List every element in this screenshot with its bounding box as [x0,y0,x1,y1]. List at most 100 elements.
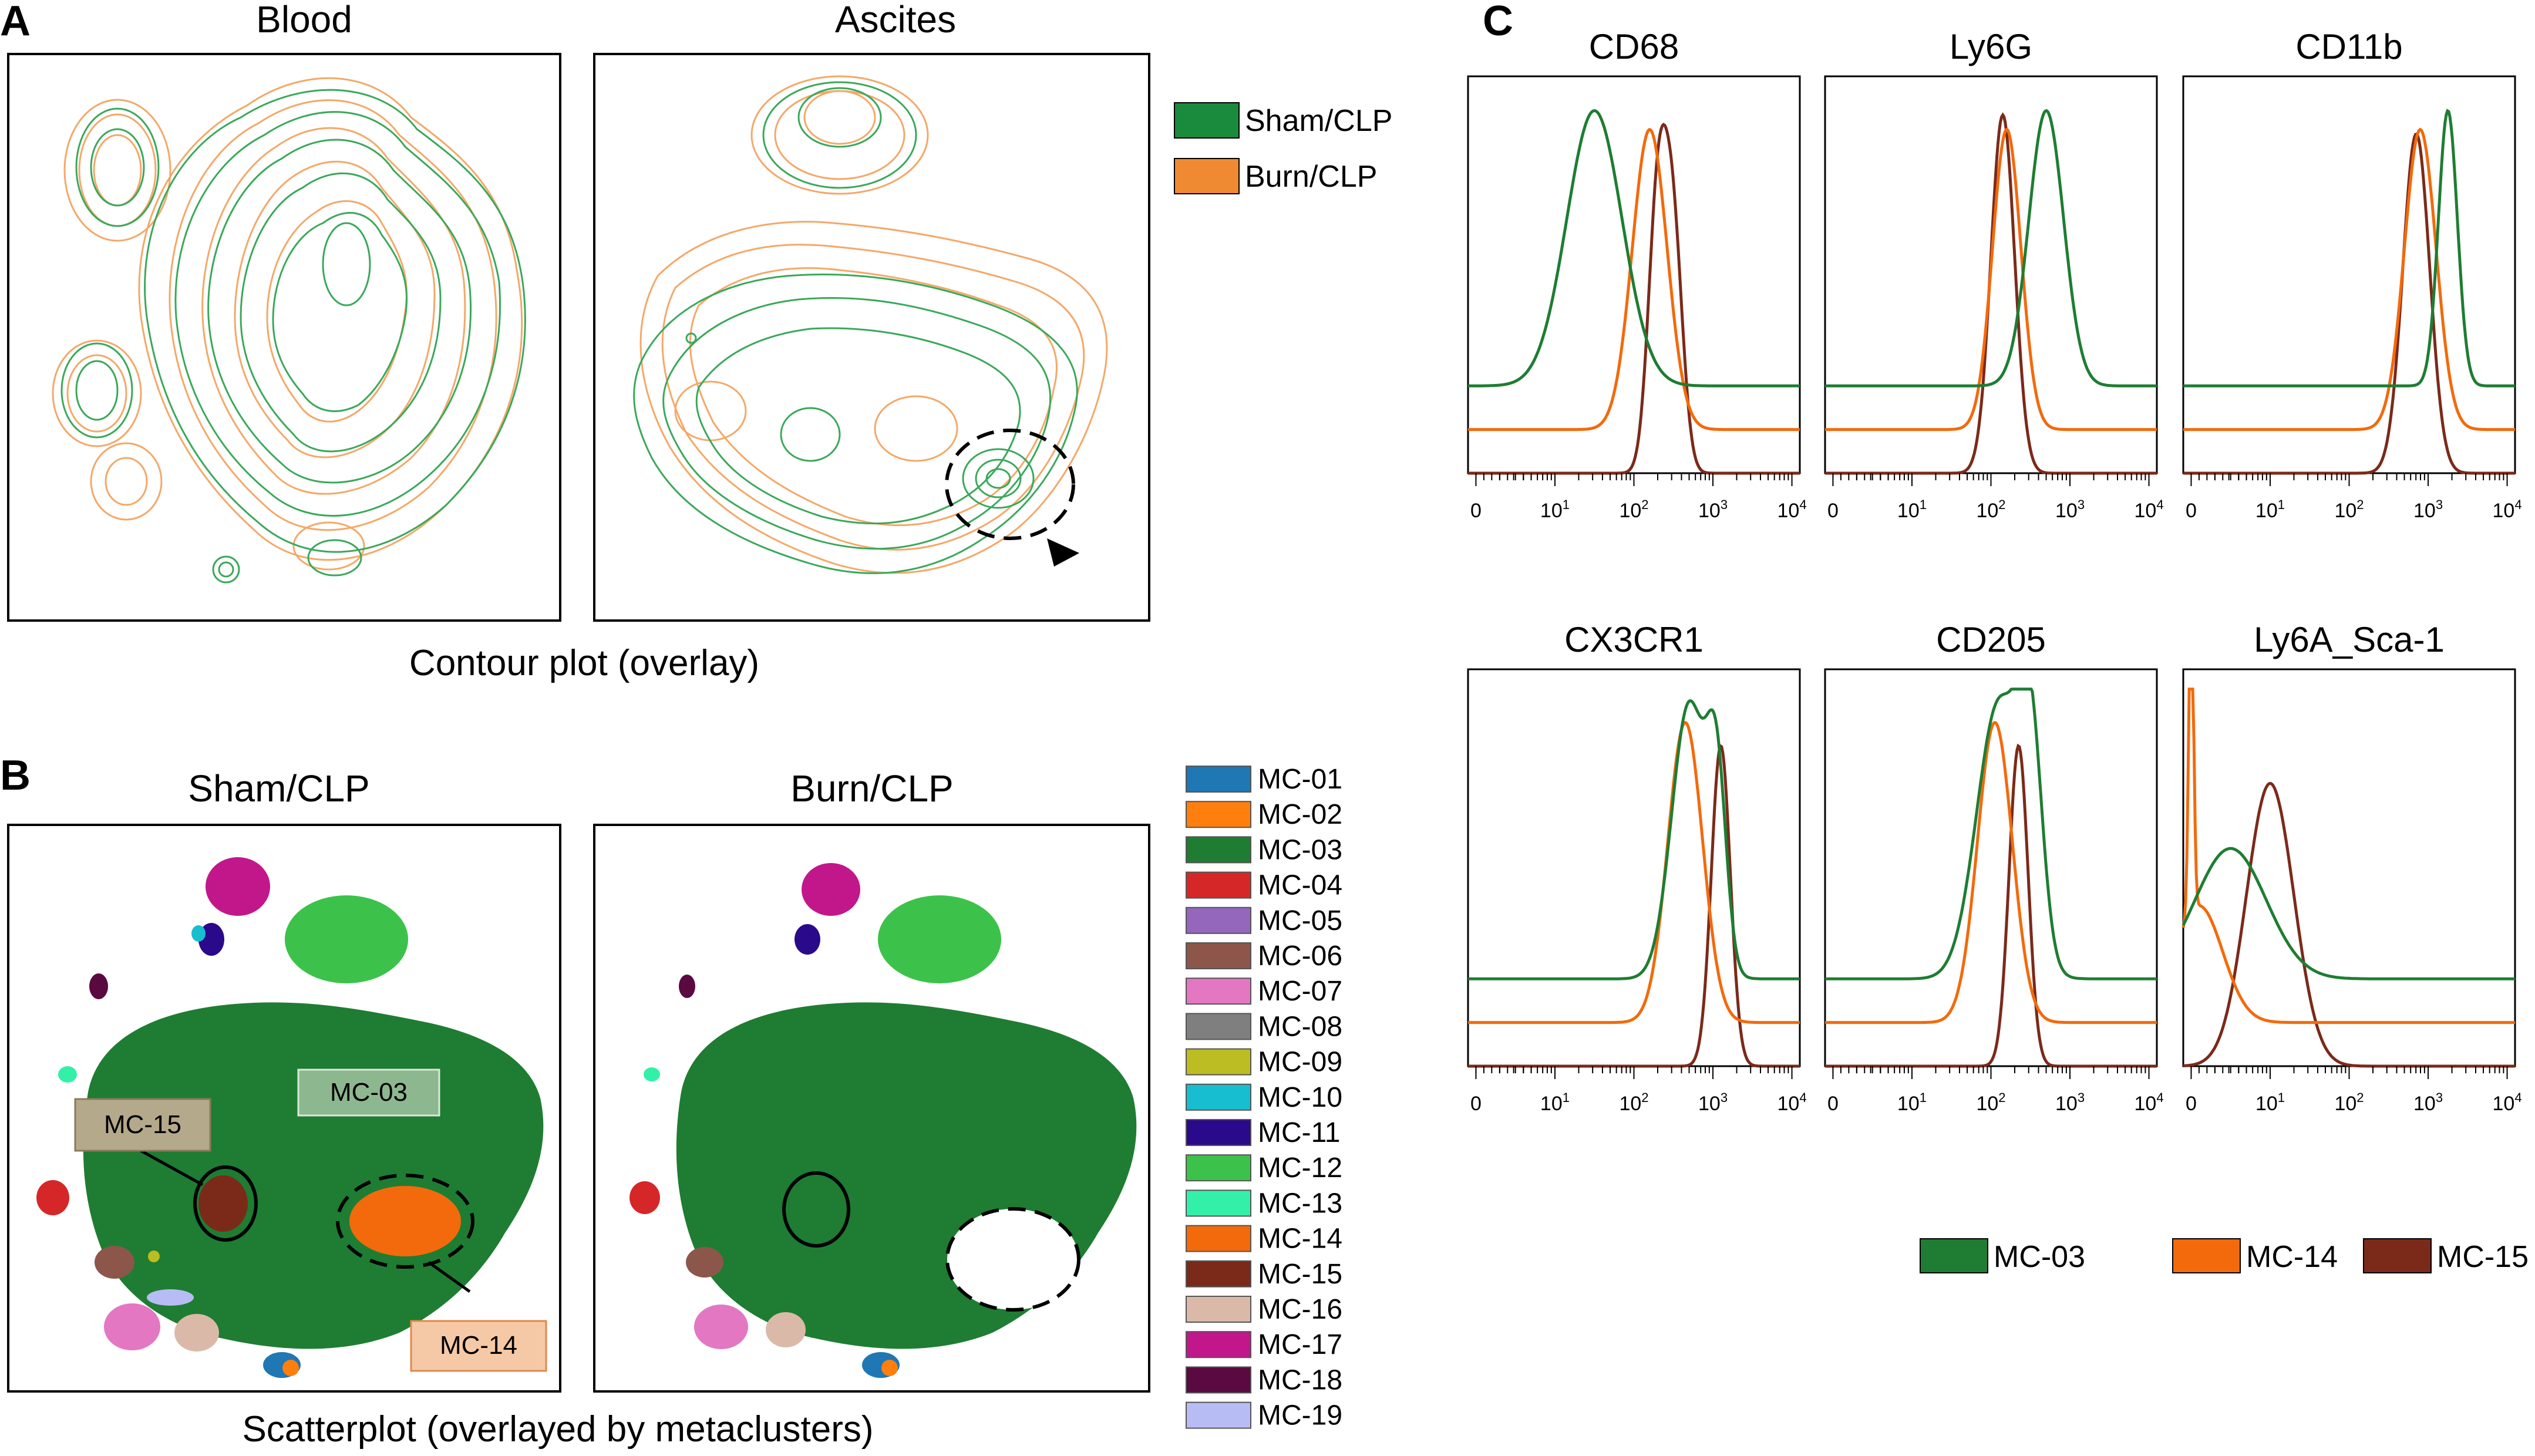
x-tick-label: 0 [1827,500,1839,522]
x-tick-label: 103 [1698,1090,1728,1115]
series-line-mc-15 [2183,781,2515,1068]
series-line-mc-14 [1468,720,1800,1024]
callout-mc03-box [297,1069,440,1117]
legend-label-mc-08: MC-08 [1258,1011,1342,1042]
x-tick-label: 103 [2055,497,2085,522]
ascites-arrowhead [1047,538,1079,567]
ascites-sham-contours [633,81,1078,574]
x-tick-label: 103 [1698,497,1728,522]
x-tick-label: 0 [2186,500,2197,522]
x-tick-label: 102 [2334,1090,2364,1115]
legend-swatch-mc-16 [1186,1296,1251,1323]
histogram-ly6g: Ly6G 0 101 102 103 104 [1824,27,2164,522]
legend-swatch-mc-07 [1186,978,1251,1005]
sham-cluster-mc07 [104,1303,160,1350]
histogram-cd11b: CD11b 0 101 102 103 104 [2182,27,2522,522]
legend-swatch-mc-01 [1186,766,1251,793]
legend-label-mc-15: MC-15 [1258,1259,1342,1290]
legend-label-mc-19: MC-19 [1258,1400,1342,1431]
legend-swatch-mc-13 [1186,1189,1251,1217]
legend-swatch-mc-03 [1920,1238,1988,1273]
x-tick-label: 0 [1827,1093,1839,1115]
x-axis: 0 101 102 103 104 [1827,473,2164,522]
x-tick-label: 101 [1540,1090,1570,1115]
burn-cluster-mc17 [802,863,860,916]
legend-label-mc-18: MC-18 [1258,1364,1342,1396]
x-axis: 0 101 102 103 104 [1827,1066,2164,1115]
panel-label-a: A [0,0,31,45]
callout-mc03: MC-03 [330,1078,408,1107]
legend-swatch-mc-15 [2363,1238,2432,1273]
sham-cluster-mc06 [95,1246,134,1279]
panel-label-c: C [1483,0,1513,45]
burn-cluster-mc16 [766,1312,806,1347]
histogram-title: CD11b [2295,27,2402,66]
x-tick-label: 102 [1976,497,2005,522]
histogram-frame [2182,668,2516,1067]
sham-cluster-mc14 [349,1186,461,1256]
series-line-mc-03 [1825,687,2157,980]
legend-swatch-mc-12 [1186,1154,1251,1182]
series-line-mc-14 [2181,687,2515,1024]
legend-label-mc-14: MC-14 [1258,1224,1342,1255]
x-tick-label: 101 [1897,1090,1927,1115]
histogram-ly6a_sca-1: Ly6A_Sca-1 0 101 102 103 104 [2181,620,2522,1115]
legend-label-mc-09: MC-09 [1258,1047,1342,1078]
legend-label-mc-13: MC-13 [1258,1188,1342,1219]
legend-label-mc-04: MC-04 [1258,870,1342,901]
series-line-mc-14 [1825,127,2157,432]
histogram-title: Ly6G [1950,27,2032,66]
panel-a-blood-contours [52,77,526,584]
legend-swatch-mc-11 [1186,1119,1251,1146]
panel-a-caption: Contour plot (overlay) [409,643,759,683]
burn-cluster-mc18 [679,975,695,998]
legend-swatch-mc-09 [1186,1048,1251,1076]
histogram-frame [1467,668,1801,1067]
x-tick-label: 102 [1976,1090,2005,1115]
sham-mc14-leader [427,1260,471,1293]
sham-cluster-mc02 [282,1360,299,1376]
x-tick-label: 103 [2413,1090,2443,1115]
legend-label-mc-06: MC-06 [1258,941,1342,972]
burn-mc15-circle [782,1171,850,1248]
panel-c-histograms: CD68 0 101 102 103 104 Ly6G 0 101 102 103 104 CD11b 0… [1467,27,2522,1115]
histogram-title: CD205 [1936,620,2046,659]
ascites-highlight-circle [945,429,1075,540]
histogram-cd205: CD205 0 101 102 103 104 [1824,620,2164,1115]
panel-b-title-sham: Sham/CLP [188,767,369,810]
callout-mc15: MC-15 [104,1110,181,1139]
legend-label-mc-01: MC-01 [1258,764,1342,795]
legend-swatch-mc-17 [1186,1331,1251,1359]
histogram-frame [2182,75,2516,474]
burn-cluster-mc11 [794,924,820,955]
x-tick-label: 102 [2334,497,2364,522]
burn-cluster-mc02 [881,1360,898,1376]
legend-swatch-mc-08 [1186,1013,1251,1040]
panel-a-ascites-contours [633,75,1108,574]
legend-swatch-mc-18 [1186,1366,1251,1394]
x-tick-label: 101 [2255,497,2285,522]
legend-label-mc-02: MC-02 [1258,799,1342,830]
legend-swatch-mc-06 [1186,942,1251,969]
legend-label-mc-03: MC-03 [1994,1240,2085,1274]
series-line-mc-03 [2181,847,2515,980]
legend-label-mc-07: MC-07 [1258,976,1342,1007]
x-axis: 0 101 102 103 104 [2186,473,2522,522]
series-line-mc-14 [1825,720,2157,1024]
legend-swatch-mc-04 [1186,871,1251,899]
ascites-burn-contours [639,75,1108,574]
series-line-mc-14 [2183,127,2515,432]
x-tick-label: 103 [2055,1090,2085,1115]
sham-cluster-mc18 [89,973,108,999]
legend-label-mc-14: MC-14 [2246,1240,2338,1274]
x-tick-label: 104 [2493,1090,2522,1115]
series-line-mc-03 [1825,109,2157,387]
histogram-frame [1467,75,1801,474]
callout-mc15-box [74,1098,211,1152]
legend-label-mc-11: MC-11 [1258,1117,1340,1148]
legend-label-mc-16: MC-16 [1258,1294,1342,1325]
sham-mc15-circle [193,1165,258,1242]
sham-cluster-mc17 [206,857,270,916]
legend-swatch-mc-05 [1186,906,1251,934]
legend-label-mc-03: MC-03 [1258,834,1342,865]
